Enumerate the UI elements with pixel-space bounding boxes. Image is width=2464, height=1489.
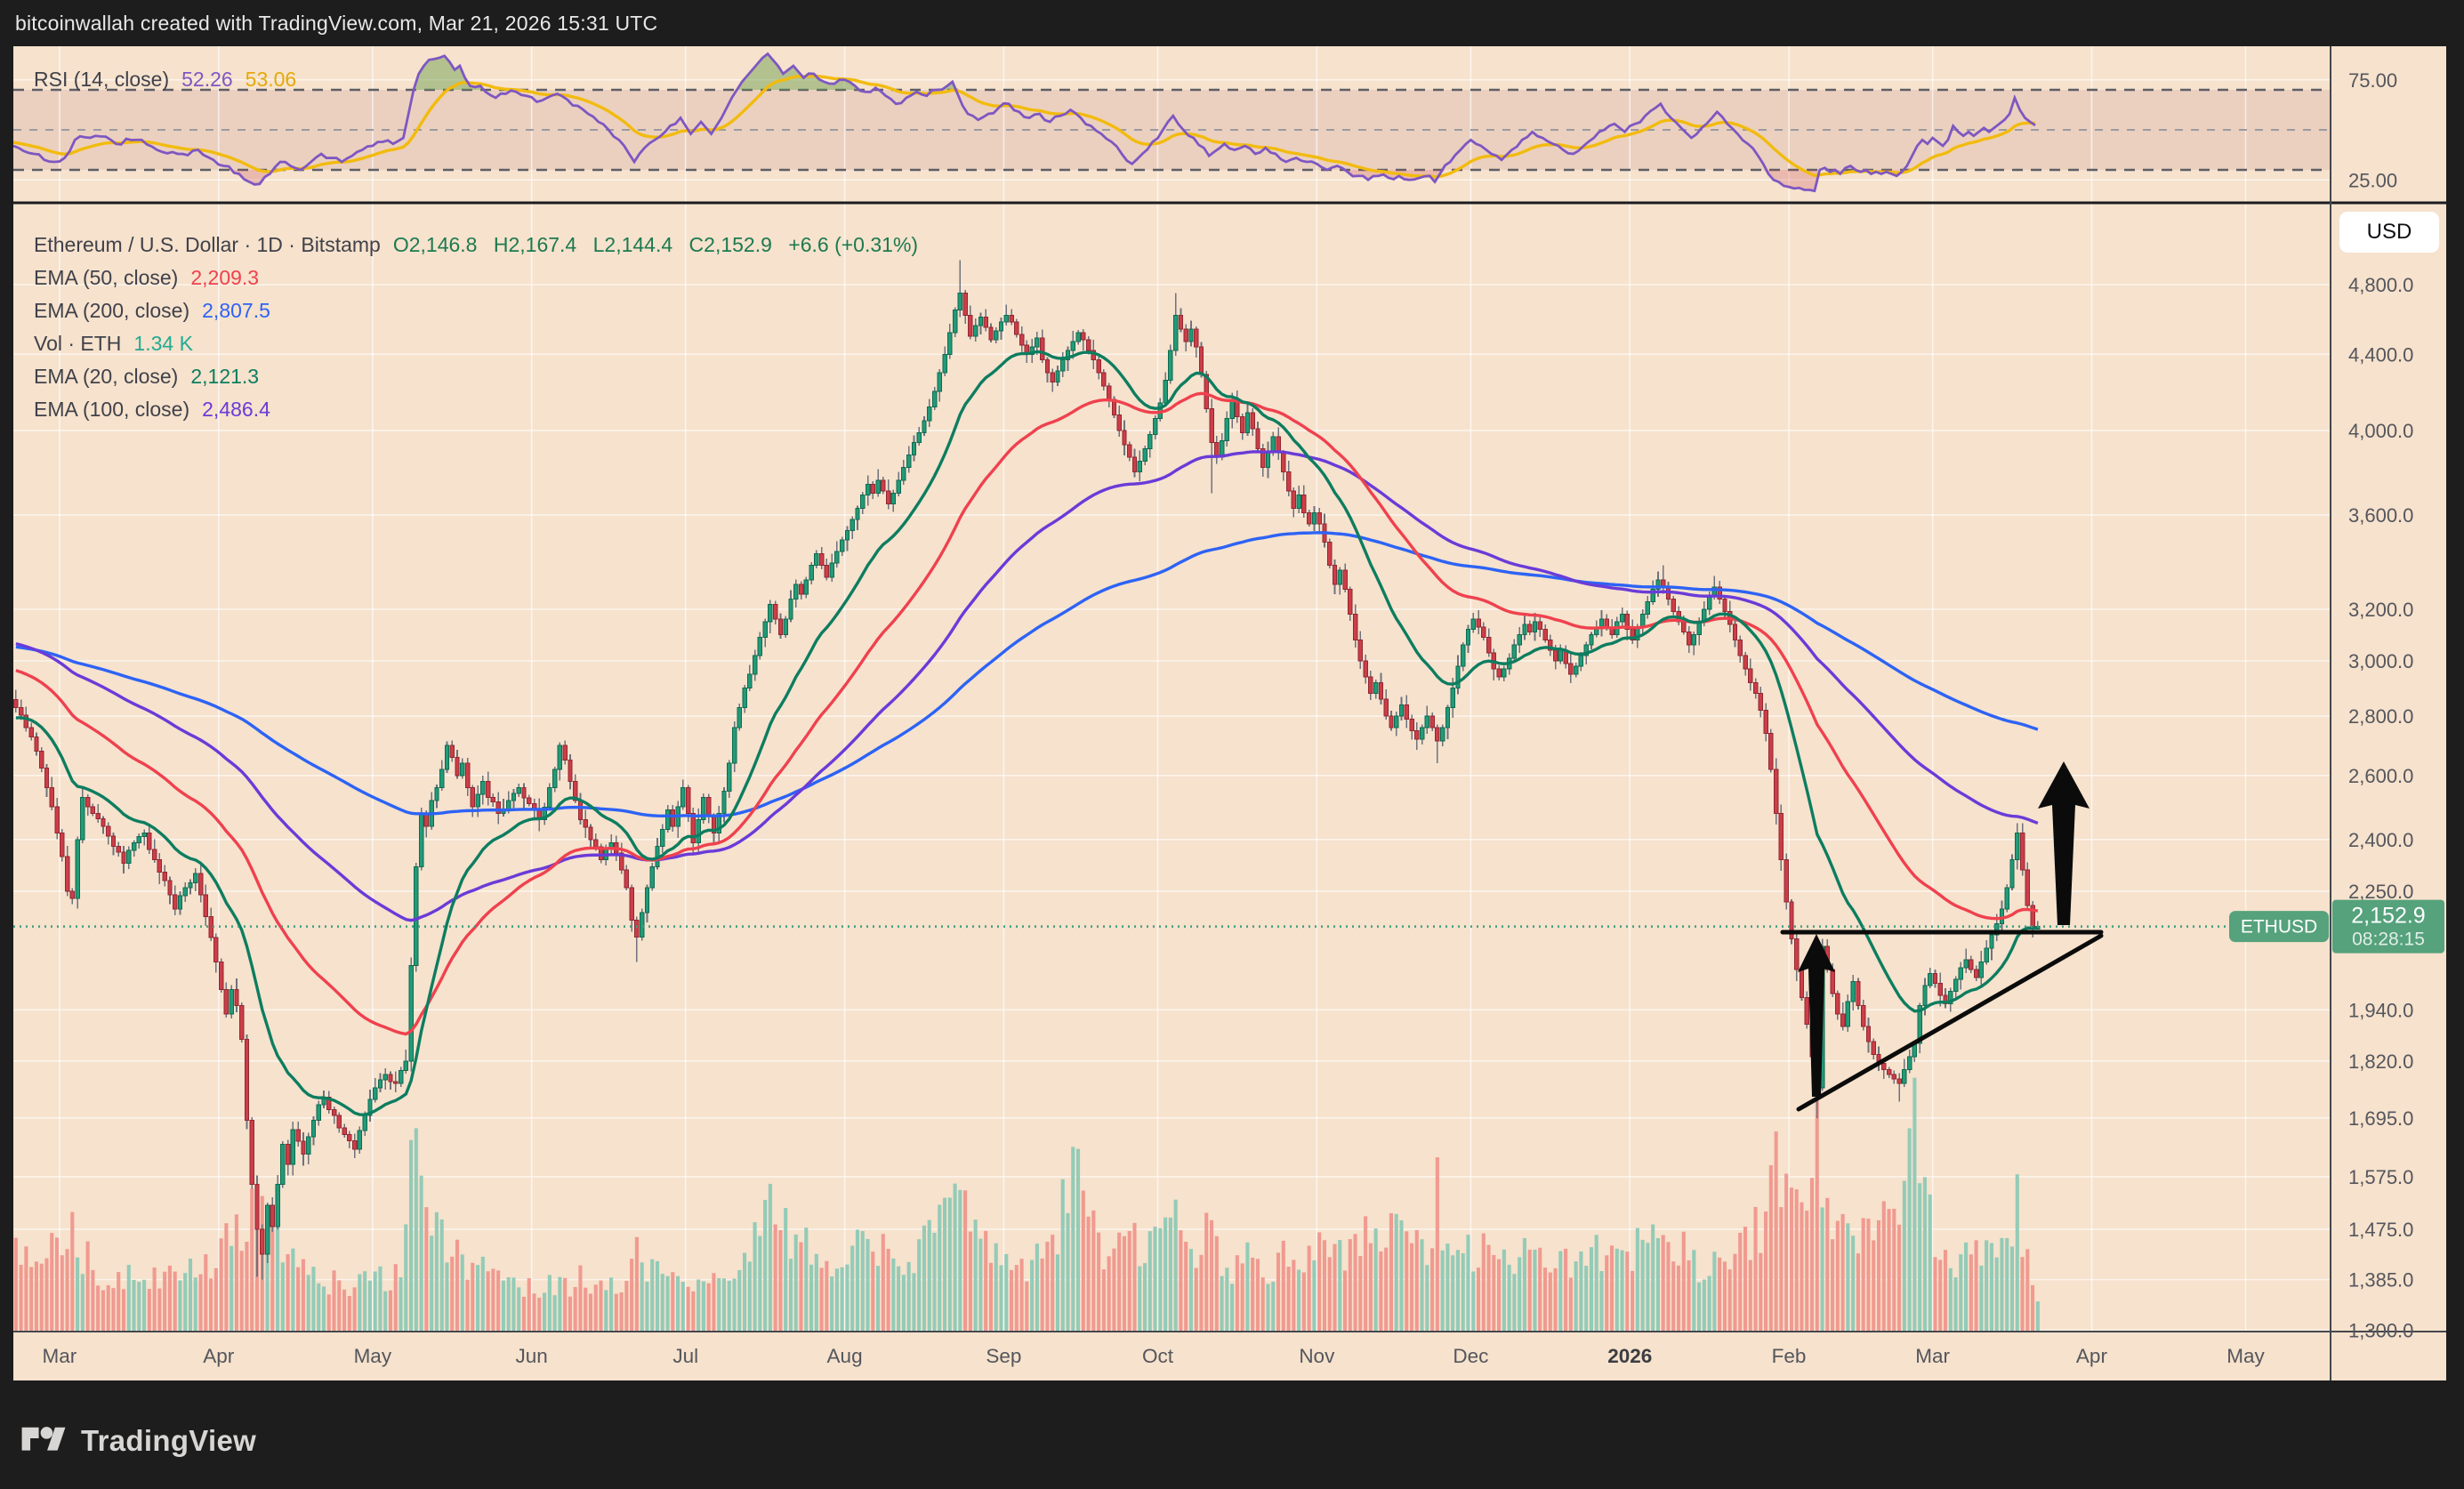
bounce-arrow-icon[interactable] (1798, 934, 1835, 1097)
breakout-arrow-icon[interactable] (2038, 761, 2090, 925)
price-tick-label: 3,600.0 (2348, 504, 2413, 527)
time-tick-label: Nov (1299, 1345, 1335, 1367)
rsi-ma-line (13, 74, 2036, 179)
rsi-legend: RSI (14, close) 52.26 53.06 (34, 68, 296, 92)
volume-bars (13, 1077, 2040, 1331)
rsi-tick-label: 75.00 (2348, 69, 2397, 92)
time-tick-label: Sep (986, 1345, 1021, 1367)
time-axis[interactable]: Mar Apr May Jun Jul Aug Sep Oct Nov Dec 2026 Feb Mar… (43, 1345, 2266, 1367)
change-value: +6.6 (+0.31%) (788, 233, 919, 256)
last-price-tag[interactable] (2332, 899, 2444, 954)
rsi-tick-label: 25.00 (2348, 169, 2397, 191)
price-tick-label: 3,000.0 (2348, 650, 2413, 672)
time-tick-label: Feb (1772, 1345, 1807, 1367)
symbol-title: Ethereum / U.S. Dollar · 1D · Bitstamp (34, 233, 381, 256)
price-tick-label: 2,400.0 (2348, 829, 2413, 851)
symbol-price-label-text: ETHUSD (2241, 917, 2317, 938)
rsi-legend-label: RSI (14, close) (34, 68, 170, 91)
open-value: O2,146.8 (392, 233, 478, 256)
price-tick-label: 3,200.0 (2348, 599, 2413, 621)
indicator-legend-row: EMA (50, close) 2,209.3 (34, 262, 929, 294)
indicator-legend-row: EMA (200, close) 2,807.5 (34, 294, 929, 327)
rsi-value: 52.26 (181, 68, 233, 91)
ema-200-line (15, 531, 2039, 818)
high-value: H2,167.4 (493, 233, 577, 256)
bar-countdown: 08:28:15 (2352, 930, 2425, 950)
time-tick-label: Jun (516, 1345, 548, 1367)
price-tick-label: 4,400.0 (2348, 343, 2413, 366)
price-label-tags[interactable]: ETHUSD 2,152.908:28:15 (2229, 899, 2444, 954)
price-tick-label: 1,475.0 (2348, 1219, 2413, 1241)
ohlc-values: O2,146.8 H2,167.4 L2,144.4 C2,152.9 +6.6… (393, 233, 929, 257)
symbol-legend-row: Ethereum / U.S. Dollar · 1D · Bitstamp O… (34, 229, 929, 262)
ema-lines (15, 350, 2039, 1116)
indicator-label: EMA (20, close) (34, 365, 179, 388)
tradingview-logo-icon[interactable] (20, 1421, 67, 1460)
ema-20-line (15, 350, 2038, 1116)
indicator-value: 2,807.5 (202, 299, 270, 322)
price-tick-label: 1,300.0 (2348, 1320, 2413, 1342)
user-drawings[interactable] (1780, 761, 2104, 1112)
time-tick-label: 2026 (1607, 1345, 1652, 1367)
time-tick-label: May (2226, 1345, 2265, 1367)
price-tick-label: 2,250.0 (2348, 881, 2413, 903)
indicator-label: EMA (50, close) (34, 266, 179, 289)
time-tick-label: Apr (203, 1345, 235, 1367)
price-tick-label: 1,820.0 (2348, 1050, 2413, 1073)
symbol-price-label (2229, 911, 2329, 943)
indicator-label: EMA (100, close) (34, 398, 190, 421)
rsi-ma-value: 53.06 (245, 68, 297, 91)
low-value: L2,144.4 (592, 233, 673, 256)
time-tick-label: Oct (1142, 1345, 1174, 1367)
symbol-legend: Ethereum / U.S. Dollar · 1D · Bitstamp O… (34, 229, 929, 426)
indicator-legend-row: EMA (100, close) 2,486.4 (34, 393, 929, 426)
indicator-value: 1.34 K (133, 332, 193, 355)
time-tick-label: Dec (1453, 1345, 1488, 1367)
indicator-value: 2,209.3 (190, 266, 260, 289)
time-tick-label: Aug (827, 1345, 863, 1367)
price-tick-label: 2,600.0 (2348, 765, 2413, 787)
indicator-label: EMA (200, close) (34, 299, 190, 322)
rsi-plot (13, 52, 2036, 193)
indicator-legend-rows: EMA (50, close) 2,209.3 EMA (200, close) 2,… (34, 262, 929, 426)
indicator-value: 2,486.4 (202, 398, 270, 421)
indicator-legend-row: Vol · ETH 1.34 K (34, 327, 929, 360)
indicator-value: 2,121.3 (190, 365, 260, 388)
time-tick-label: May (354, 1345, 392, 1367)
ema-100-line (15, 450, 2039, 922)
watermark-bar: bitcoinwallah created with TradingView.c… (0, 0, 2464, 46)
watermark-title: bitcoinwallah created with TradingView.c… (15, 11, 658, 35)
time-tick-label: Mar (43, 1345, 77, 1367)
triangle-support-line[interactable] (1796, 933, 2104, 1112)
price-tick-label: 2,800.0 (2348, 705, 2413, 728)
time-tick-label: Jul (672, 1345, 698, 1367)
price-tick-label: 1,385.0 (2348, 1269, 2413, 1292)
price-tick-label: 4,000.0 (2348, 420, 2413, 442)
rsi-line (13, 52, 2036, 193)
close-value: C2,152.9 (688, 233, 772, 256)
price-tick-label: 4,800.0 (2348, 274, 2413, 296)
price-axis[interactable]: 4,800.0 4,400.0 4,000.0 3,600.0 3,200.0 3,000… (2348, 69, 2413, 1342)
tradingview-brand[interactable]: TradingView (81, 1423, 257, 1457)
chart-background (13, 46, 2446, 1380)
price-tick-label: 1,695.0 (2348, 1107, 2413, 1130)
time-tick-label: Apr (2076, 1345, 2108, 1367)
time-tick-label: Mar (1915, 1345, 1950, 1367)
price-tick-label: 1,940.0 (2348, 999, 2413, 1021)
indicator-label: Vol · ETH (34, 332, 122, 355)
currency-toggle-button[interactable]: USD (2339, 212, 2439, 253)
last-price-value: 2,152.9 (2351, 904, 2425, 929)
footer-brand-bar: TradingView (20, 1421, 256, 1460)
price-tick-label: 1,575.0 (2348, 1166, 2413, 1188)
indicator-legend-row: EMA (20, close) 2,121.3 (34, 360, 929, 393)
